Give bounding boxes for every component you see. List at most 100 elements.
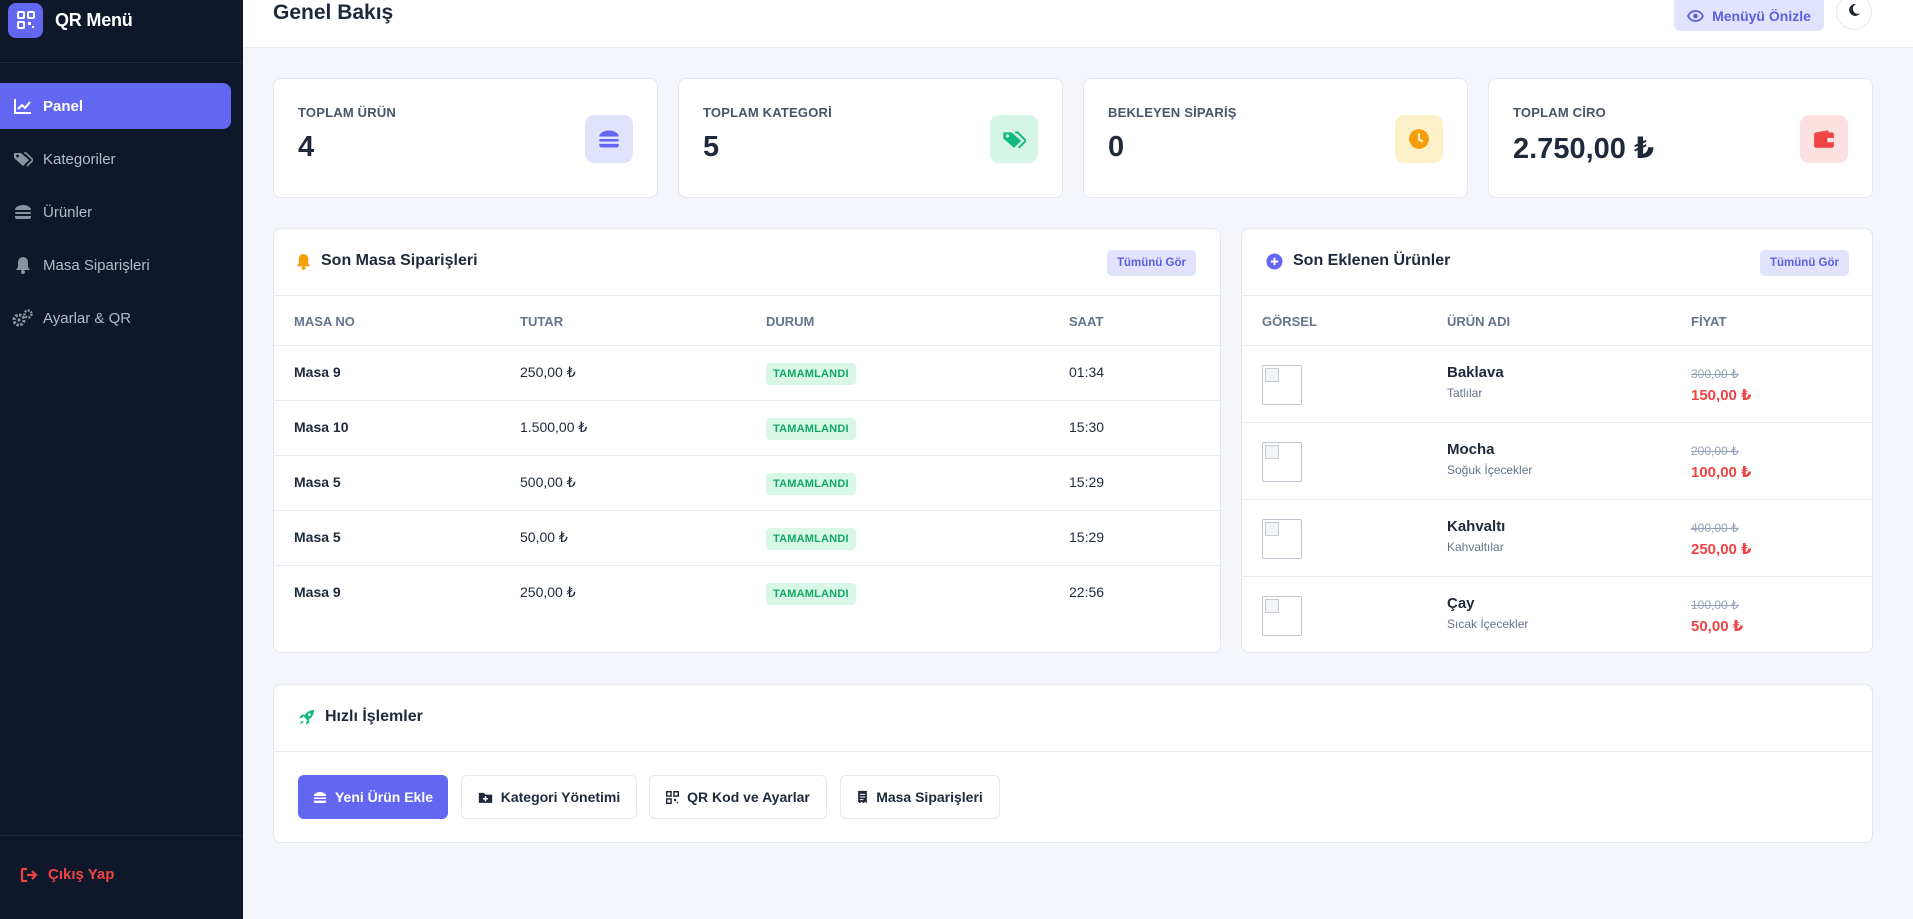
product-category: Sıcak İçecekler	[1447, 617, 1529, 631]
table-number: Masa 5	[294, 474, 341, 490]
qrcode-icon	[8, 2, 43, 38]
divider	[274, 345, 1222, 346]
top-header: Genel Bakış Menüyü Önizle	[243, 0, 1913, 48]
wallet-icon	[1800, 115, 1848, 163]
product-name: Baklava	[1447, 364, 1504, 381]
old-price: 100,00 ₺	[1691, 598, 1739, 612]
stat-value: 4	[298, 131, 315, 163]
divider	[274, 510, 1222, 511]
panel-title: Son Masa Siparişleri	[321, 252, 478, 269]
sidebar-nav: Panel Kategoriler Ürünler Masa Siparişle…	[0, 83, 243, 348]
table-number: Masa 9	[294, 364, 341, 380]
product-name: Çay	[1447, 595, 1475, 612]
price: 150,00 ₺	[1691, 387, 1752, 404]
price: 50,00 ₺	[1691, 618, 1744, 635]
panel-title: Hızlı İşlemler	[325, 708, 423, 725]
panel-header: Son Masa Siparişleri	[296, 252, 478, 270]
stat-label: BEKLEYEN SİPARİŞ	[1108, 105, 1237, 120]
panel-header: Son Eklenen Ürünler	[1266, 252, 1450, 270]
divider	[274, 400, 1222, 401]
burger-icon	[313, 791, 327, 804]
logout-button[interactable]: Çıkış Yap	[20, 866, 114, 883]
product-image	[1262, 519, 1302, 559]
product-image	[1262, 442, 1302, 482]
see-all-products-button[interactable]: Tümünü Gör	[1760, 250, 1849, 276]
table-number: Masa 10	[294, 419, 349, 435]
rocket-icon	[298, 709, 315, 726]
old-price: 400,00 ₺	[1691, 521, 1739, 535]
product-category: Soğuk İçecekler	[1447, 463, 1533, 477]
column-header: ÜRÜN ADI	[1447, 314, 1511, 329]
column-header: MASA NO	[294, 314, 355, 329]
table-number: Masa 5	[294, 529, 341, 545]
stat-label: TOPLAM KATEGORİ	[703, 105, 832, 120]
divider	[274, 565, 1222, 566]
table-number: Masa 9	[294, 584, 341, 600]
old-price: 300,00 ₺	[1691, 367, 1739, 381]
category-management-button[interactable]: Kategori Yönetimi	[461, 775, 637, 819]
sign-out-icon	[20, 867, 38, 883]
order-time: 01:34	[1069, 364, 1105, 380]
divider	[0, 835, 243, 836]
tags-icon	[990, 115, 1038, 163]
column-header: SAAT	[1069, 314, 1104, 329]
divider	[1242, 576, 1874, 577]
sidebar: QR Menü Panel Kategoriler Ürünler Masa	[0, 0, 243, 919]
brand-name: QR Menü	[55, 9, 133, 30]
bell-icon	[12, 254, 34, 276]
old-price: 200,00 ₺	[1691, 444, 1739, 458]
divider	[1242, 499, 1874, 500]
price: 250,00 ₺	[1691, 541, 1752, 558]
stat-value: 0	[1108, 131, 1125, 163]
column-header: TUTAR	[520, 314, 564, 329]
divider	[0, 62, 243, 63]
burger-icon	[12, 201, 34, 223]
moon-icon	[1847, 3, 1861, 22]
stat-value: 2.750,00 ₺	[1513, 133, 1655, 165]
qrcode-icon	[666, 790, 680, 804]
clock-icon	[1395, 115, 1443, 163]
qr-settings-button[interactable]: QR Kod ve Ayarlar	[649, 775, 827, 819]
sidebar-item-label: Masa Siparişleri	[43, 256, 150, 274]
stat-label: TOPLAM CİRO	[1513, 105, 1606, 120]
folder-plus-icon	[478, 791, 493, 804]
divider	[274, 295, 1222, 296]
status-badge: TAMAMLANDI	[766, 473, 856, 495]
theme-toggle-button[interactable]	[1836, 0, 1872, 30]
status-badge: TAMAMLANDI	[766, 418, 856, 440]
burger-icon	[585, 115, 633, 163]
panel-header: Hızlı İşlemler	[298, 708, 423, 726]
order-time: 15:29	[1069, 529, 1105, 545]
sidebar-item-panel[interactable]: Panel	[0, 83, 231, 129]
see-all-orders-button[interactable]: Tümünü Gör	[1107, 250, 1196, 276]
product-image	[1262, 596, 1302, 636]
status-badge: TAMAMLANDI	[766, 528, 856, 550]
eye-icon	[1687, 9, 1705, 22]
sidebar-item-kategoriler[interactable]: Kategoriler	[0, 136, 231, 182]
column-header: DURUM	[766, 314, 815, 329]
column-header: FİYAT	[1691, 314, 1727, 329]
brand[interactable]: QR Menü	[8, 2, 133, 38]
recent-products-panel: Son Eklenen Ürünler Tümünü Gör GÖRSEL ÜR…	[1241, 228, 1874, 653]
receipt-icon	[857, 790, 868, 804]
sidebar-item-ayarlar-qr[interactable]: Ayarlar & QR	[0, 295, 231, 341]
stat-value: 5	[703, 131, 720, 163]
sidebar-item-urunler[interactable]: Ürünler	[0, 189, 231, 235]
status-badge: TAMAMLANDI	[766, 583, 856, 605]
recent-orders-panel: Son Masa Siparişleri Tümünü Gör MASA NO …	[273, 228, 1222, 653]
order-time: 15:30	[1069, 419, 1105, 435]
sidebar-item-label: Ürünler	[43, 203, 93, 221]
button-label: QR Kod ve Ayarlar	[687, 789, 810, 805]
tags-icon	[12, 148, 34, 170]
column-header: GÖRSEL	[1262, 314, 1317, 329]
preview-menu-button[interactable]: Menüyü Önizle	[1674, 0, 1824, 31]
product-category: Tatlılar	[1447, 386, 1483, 400]
product-image	[1262, 365, 1302, 405]
sidebar-item-masa-siparisleri[interactable]: Masa Siparişleri	[0, 242, 231, 288]
product-name: Kahvaltı	[1447, 518, 1506, 535]
add-product-button[interactable]: Yeni Ürün Ekle	[298, 775, 448, 819]
plus-circle-icon	[1266, 252, 1283, 270]
table-orders-button[interactable]: Masa Siparişleri	[840, 775, 1000, 819]
stat-card-pending-orders: BEKLEYEN SİPARİŞ 0	[1083, 78, 1468, 198]
order-amount: 1.500,00 ₺	[520, 419, 588, 435]
